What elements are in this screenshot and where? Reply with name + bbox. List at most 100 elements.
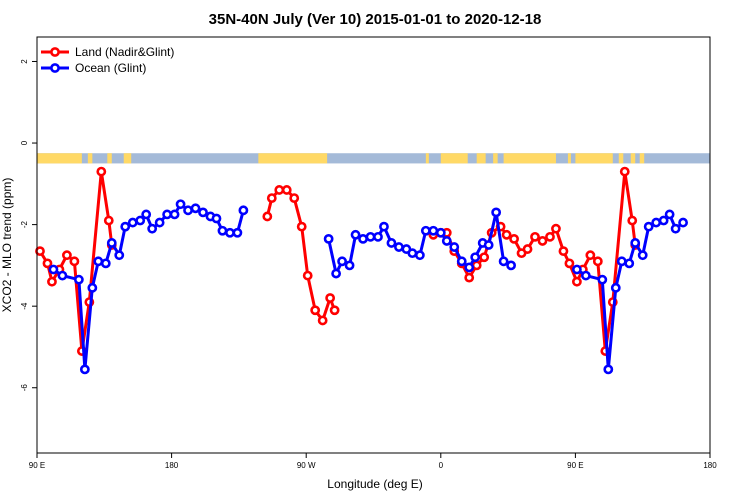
data-point <box>414 250 425 261</box>
data-point <box>323 233 334 244</box>
data-point <box>435 227 446 238</box>
data-point <box>379 221 389 232</box>
data-point <box>127 217 138 228</box>
data-point <box>329 305 340 316</box>
data-point <box>225 227 235 238</box>
land-segment <box>123 153 132 164</box>
data-point <box>238 205 249 216</box>
data-point <box>42 258 53 269</box>
data-point <box>274 185 285 195</box>
legend-item: Land (Nadir&Glint) <box>41 45 174 59</box>
data-point <box>564 258 575 269</box>
data-point <box>592 256 603 267</box>
data-point <box>420 225 431 236</box>
data-point <box>471 260 482 271</box>
land-segment <box>440 153 468 164</box>
data-point <box>597 274 608 285</box>
series-layer <box>35 166 688 375</box>
y-tick-label: 2 <box>20 59 29 64</box>
land-sea-strip <box>37 153 710 164</box>
data-point <box>428 225 439 236</box>
legend-label: Land (Nadir&Glint) <box>75 45 174 59</box>
data-point <box>373 231 383 242</box>
y-tick-label: 0 <box>20 140 29 145</box>
data-point <box>325 293 336 303</box>
x-tick-label: 90 E <box>567 461 583 470</box>
land-segment <box>87 153 93 164</box>
data-point <box>266 193 277 203</box>
data-point <box>479 252 490 263</box>
x-axis: 90 E 180 90 W 0 90 E 180 <box>29 453 717 470</box>
y-axis: 2 0 -2 -4 -6 <box>20 59 37 392</box>
data-point <box>585 250 596 261</box>
land-segment <box>493 153 498 164</box>
data-point <box>643 221 654 232</box>
data-point <box>169 209 180 220</box>
data-point <box>630 238 641 248</box>
data-point <box>211 213 222 224</box>
data-point <box>103 215 114 226</box>
land-segment <box>258 153 328 164</box>
ocean-band <box>37 153 710 164</box>
data-point <box>100 258 111 269</box>
data-point <box>262 211 273 222</box>
data-point <box>651 217 662 228</box>
data-point <box>470 252 481 263</box>
land-segment <box>639 153 645 164</box>
x-tick-label: 180 <box>703 461 717 470</box>
land-segment <box>476 153 486 164</box>
data-point <box>79 364 90 375</box>
data-point <box>358 233 368 244</box>
legend-item: Ocean (Glint) <box>41 61 146 75</box>
data-point <box>491 207 502 218</box>
data-point <box>509 233 519 244</box>
data-point <box>175 199 186 210</box>
x-tick-label: 180 <box>165 461 179 470</box>
chart-title: 35N-40N July (Ver 10) 2015-01-01 to 2020… <box>209 11 542 28</box>
data-point <box>147 223 158 234</box>
data-point <box>522 244 533 254</box>
data-point <box>670 223 681 234</box>
data-point <box>558 246 569 257</box>
y-tick-label: -4 <box>20 302 29 310</box>
land-segment <box>618 153 624 164</box>
data-point <box>610 282 621 293</box>
data-point <box>449 242 460 252</box>
data-point <box>302 270 313 281</box>
data-point <box>498 256 509 267</box>
data-point <box>162 209 173 220</box>
plot-frame <box>36 36 711 454</box>
data-point <box>386 238 397 248</box>
data-point <box>93 256 104 267</box>
data-point <box>289 193 300 203</box>
data-point <box>296 221 307 232</box>
data-point <box>350 229 361 240</box>
data-point <box>281 185 292 195</box>
data-point <box>135 215 146 226</box>
data-point <box>616 256 627 267</box>
data-point <box>551 223 561 234</box>
data-point <box>365 231 376 242</box>
data-point <box>317 315 328 326</box>
data-point <box>456 256 467 267</box>
data-point <box>331 268 342 279</box>
data-point <box>106 238 117 248</box>
data-point <box>232 227 243 238</box>
data-point <box>183 205 193 216</box>
y-tick-label: -2 <box>20 221 29 229</box>
x-tick-label: 90 E <box>29 461 45 470</box>
land-segment <box>107 153 112 164</box>
data-point <box>580 270 591 281</box>
data-point <box>627 215 638 226</box>
data-point <box>87 282 98 293</box>
data-point <box>69 256 80 267</box>
y-tick-label: -6 <box>20 384 29 392</box>
y-axis-label: XCO2 - MLO trend (ppm) <box>0 178 14 313</box>
data-point <box>154 217 165 228</box>
data-point <box>624 258 635 269</box>
data-point <box>464 272 475 283</box>
data-point <box>537 236 548 246</box>
data-point <box>62 250 72 261</box>
land-segment <box>630 153 636 164</box>
